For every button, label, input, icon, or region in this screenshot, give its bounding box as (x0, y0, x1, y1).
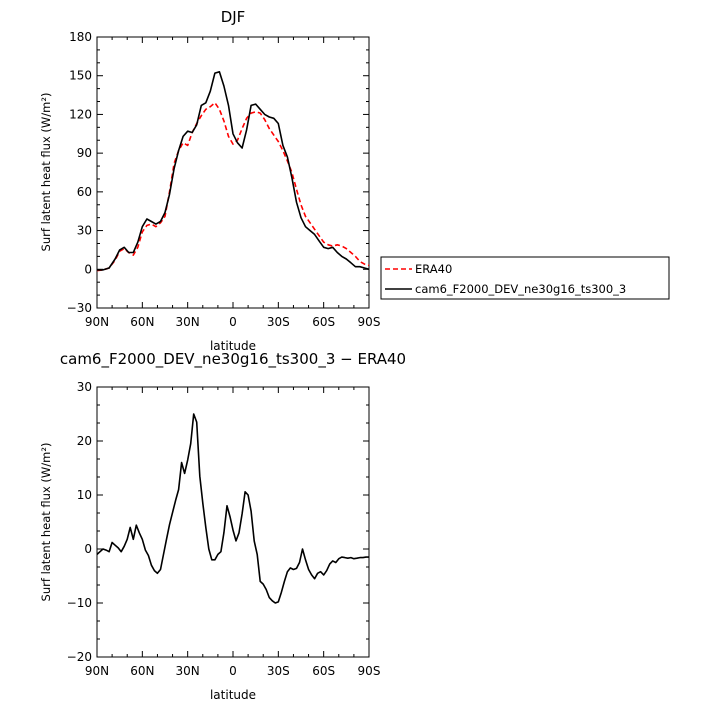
x-tick-label: 60N (130, 315, 154, 329)
series-line-era40 (96, 102, 370, 272)
y-tick-label: 120 (69, 107, 92, 121)
plot-lines (96, 413, 369, 604)
x-tick-label: 0 (229, 664, 237, 678)
legend-label-cam6: cam6_F2000_DEV_ne30g16_ts300_3 (415, 282, 626, 296)
y-tick-label: 180 (69, 30, 92, 44)
x-axis-label: latitude (210, 688, 256, 702)
x-tick-label: 30N (176, 664, 200, 678)
bottom-panel: cam6_F2000_DEV_ne30g16_ts300_3 − ERA40 S… (39, 350, 406, 702)
plot-frame (96, 36, 370, 309)
plot-lines (96, 71, 370, 272)
series-line-cam6-f2000-dev-ne30g16-ts300-3 (97, 71, 370, 271)
y-axis-label: Surf latent heat flux (W/m²) (39, 93, 53, 252)
x-tick-label: 90S (358, 315, 381, 329)
y-tick-label: 90 (77, 146, 92, 160)
axis-ticks: −30 0 30 60 90 120 150 180 90N 60N 30N 0 30S 60S 90S (67, 30, 381, 329)
y-tick-label: 150 (69, 69, 92, 83)
legend-label-era40: ERA40 (415, 262, 452, 276)
x-tick-label: 90S (358, 664, 381, 678)
x-tick-label: 30S (267, 315, 290, 329)
y-tick-label: 0 (84, 542, 92, 556)
x-tick-label: 60N (130, 664, 154, 678)
y-tick-label: 30 (77, 380, 92, 394)
y-tick-label: 0 (84, 262, 92, 276)
legend-box (380, 256, 670, 300)
chart-title: DJF (221, 8, 246, 26)
plot-frame (96, 386, 370, 658)
series-line-difference (96, 413, 369, 604)
y-tick-label: 20 (77, 434, 92, 448)
diff-chart-title: cam6_F2000_DEV_ne30g16_ts300_3 − ERA40 (60, 350, 406, 369)
y-tick-label: −10 (67, 596, 92, 610)
y-axis-label: Surf latent heat flux (W/m²) (39, 443, 53, 602)
x-tick-label: 90N (85, 315, 109, 329)
x-tick-label: 30S (267, 664, 290, 678)
legend: ERA40 cam6_F2000_DEV_ne30g16_ts300_3 (380, 256, 670, 300)
axis-ticks: −20 −10 0 10 20 30 90N 60N 30N 0 30S 60S 90S (67, 380, 381, 678)
y-tick-label: 10 (77, 488, 92, 502)
top-panel: DJF Surf latent heat flux (W/m²) latitud… (39, 8, 670, 353)
x-tick-label: 90N (85, 664, 109, 678)
y-tick-label: −30 (67, 301, 92, 315)
x-axis-label: latitude (210, 339, 256, 353)
x-tick-label: 60S (312, 315, 335, 329)
y-tick-label: 60 (77, 185, 92, 199)
y-tick-label: 30 (77, 224, 92, 238)
x-tick-label: 60S (312, 664, 335, 678)
x-tick-label: 30N (176, 315, 200, 329)
x-tick-label: 0 (229, 315, 237, 329)
y-tick-label: −20 (67, 650, 92, 664)
